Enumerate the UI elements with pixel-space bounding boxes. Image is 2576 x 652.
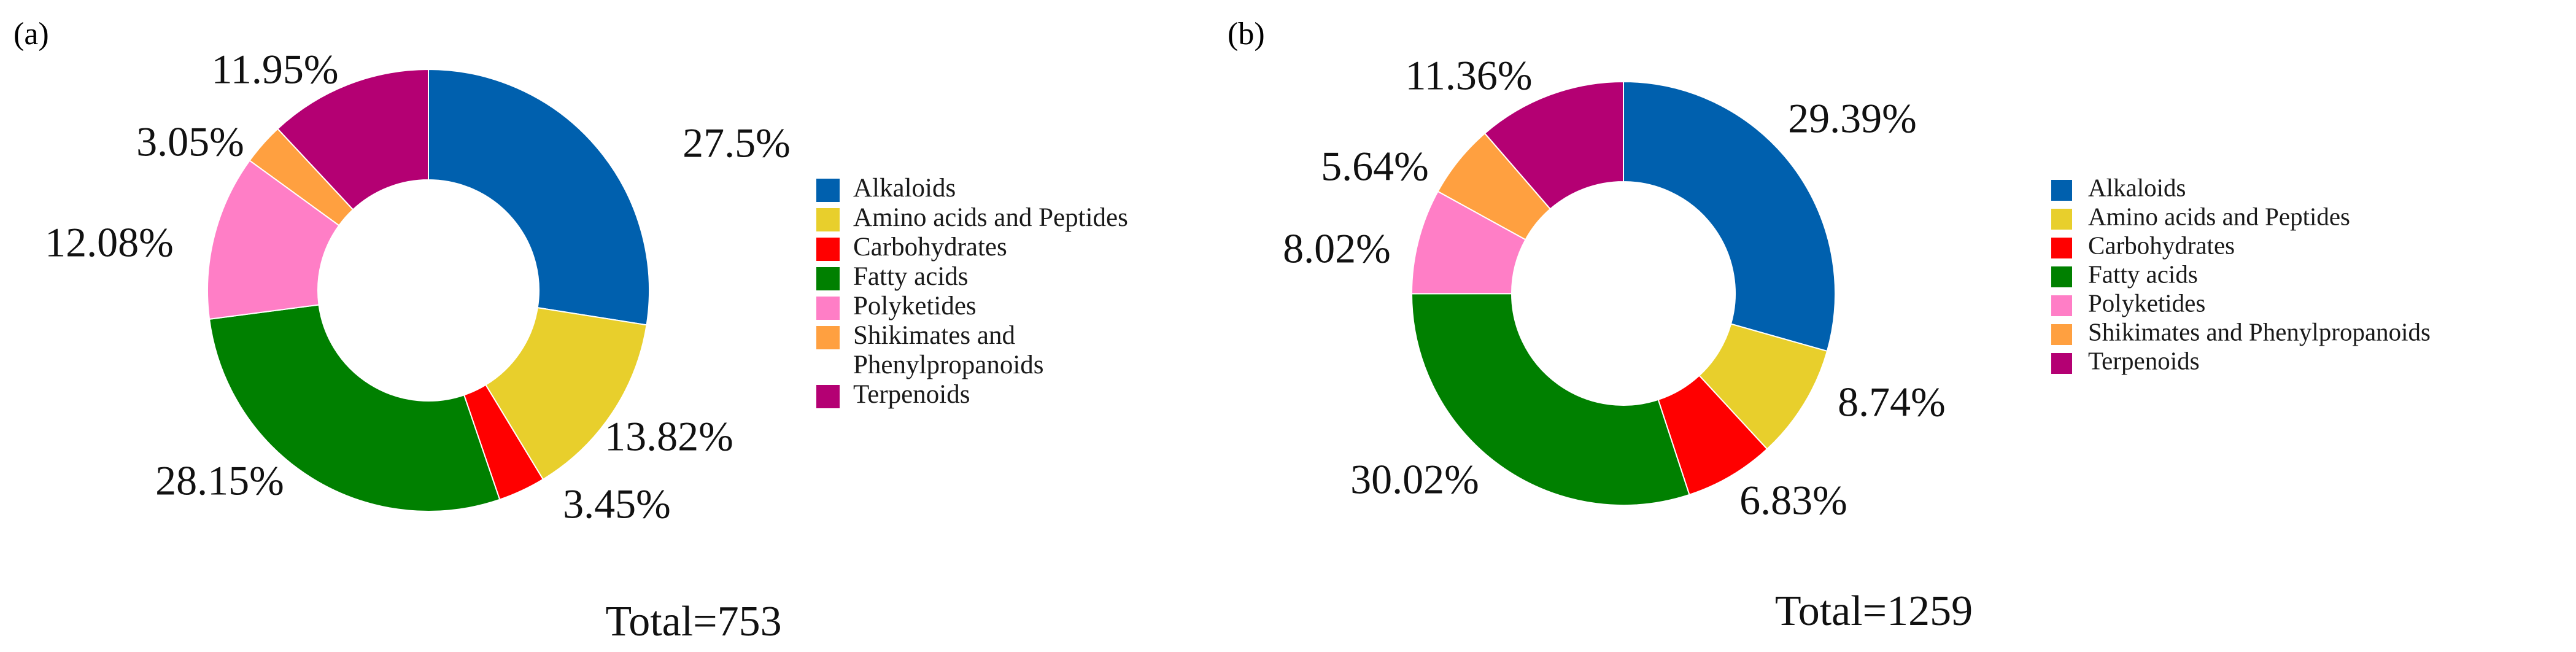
slice-amino-acids-and-peptides-a	[485, 307, 648, 481]
legend-label-polyketides-b: Polyketides	[2088, 289, 2205, 317]
chart-a: (a) 27.5% 13.82% 3.45% 28.15% 12.08% 3.05% 11.…	[14, 17, 1128, 645]
legend-label-fatty-acids-a: Fatty acids	[853, 262, 969, 291]
legend-swatch-carbohydrates-a	[816, 238, 840, 261]
slice-label-shikimates-and-phenylpropanoids-a: 3.05%	[136, 118, 244, 165]
slice-polyketides-a	[207, 159, 340, 320]
total-label-b: Total=1259	[1775, 588, 1973, 635]
legend-swatch-alkaloids-a	[816, 179, 840, 202]
legend-label-alkaloids-b: Alkaloids	[2088, 173, 2186, 201]
total-label-a: Total=753	[605, 598, 781, 645]
slice-label-amino-acids-and-peptides-b: 8.74%	[1838, 379, 1946, 425]
panel-label-b: (b)	[1228, 17, 1265, 52]
legend-label-polyketides-a: Polyketides	[853, 292, 977, 320]
slice-label-carbohydrates-a: 3.45%	[563, 481, 671, 527]
legend-label-alkaloids-a: Alkaloids	[853, 174, 956, 203]
legend-label-terpenoids-a: Terpenoids	[853, 380, 970, 409]
slice-terpenoids-a	[276, 68, 429, 211]
donut-a	[207, 68, 650, 512]
slice-label-alkaloids-b: 29.39%	[1788, 95, 1917, 142]
slice-label-terpenoids-b: 11.36%	[1405, 52, 1532, 99]
legend-label-carbohydrates-b: Carbohydrates	[2088, 231, 2235, 259]
slice-labels-a: 27.5% 13.82% 3.45% 28.15% 12.08% 3.05% 11.95%	[45, 46, 791, 527]
slice-fatty-acids-b	[1410, 293, 1690, 506]
slice-alkaloids-b	[1623, 80, 1836, 352]
slice-label-polyketides-a: 12.08%	[45, 219, 174, 266]
slice-label-fatty-acids-b: 30.02%	[1350, 456, 1479, 503]
slice-label-terpenoids-a: 11.95%	[211, 46, 338, 93]
legend-swatch-fatty-acids-a	[816, 267, 840, 290]
legend-label-fatty-acids-b: Fatty acids	[2088, 260, 2198, 288]
slice-label-fatty-acids-a: 28.15%	[155, 457, 284, 504]
legend-label-terpenoids-b: Terpenoids	[2088, 346, 2200, 375]
legend-swatch-shikimates-and-phenylpropanoids-b	[2051, 324, 2072, 345]
slice-label-carbohydrates-b: 6.83%	[1739, 477, 1847, 524]
legend-swatch-polyketides-a	[816, 297, 840, 320]
slice-label-amino-acids-and-peptides-a: 13.82%	[605, 413, 733, 460]
slice-label-polyketides-b: 8.02%	[1283, 225, 1391, 272]
slice-label-alkaloids-a: 27.5%	[683, 120, 791, 166]
legend-label-amino-acids-and-peptides-b: Amino acids and Peptides	[2088, 202, 2350, 230]
slice-terpenoids-b	[1483, 80, 1624, 210]
legend-swatch-polyketides-b	[2051, 295, 2072, 316]
slice-labels-b: 29.39% 8.74% 6.83% 30.02% 8.02% 5.64% 11.36%	[1283, 52, 1946, 524]
legend-swatch-shikimates-and-phenylpropanoids-a	[816, 326, 840, 349]
legend-swatch-alkaloids-b	[2051, 180, 2072, 201]
legend-label-amino-acids-and-peptides-a: Amino acids and Peptides	[853, 203, 1128, 232]
donut-b	[1410, 80, 1836, 506]
legend-label-carbohydrates-a: Carbohydrates	[853, 233, 1007, 262]
legend-swatch-fatty-acids-b	[2051, 266, 2072, 287]
panel-label-a: (a)	[14, 17, 49, 52]
legend-swatch-amino-acids-and-peptides-a	[816, 208, 840, 231]
slice-alkaloids-a	[428, 68, 650, 326]
chart-b: (b) 29.39% 8.74% 6.83% 30.02% 8.02% 5.64% 11.3…	[1228, 17, 2431, 635]
slice-fatty-acids-a	[208, 304, 501, 512]
legend-swatch-terpenoids-a	[816, 385, 840, 408]
legend-swatch-terpenoids-b	[2051, 353, 2072, 374]
legend-label-shikimates-and-phenylpropanoids-a: Shikimates and Phenylpropanoids	[853, 321, 1044, 379]
legend-swatch-carbohydrates-b	[2051, 238, 2072, 258]
legend-label-shikimates-and-phenylpropanoids-b: Shikimates and Phenylpropanoids	[2088, 317, 2431, 346]
legend-swatch-amino-acids-and-peptides-b	[2051, 209, 2072, 230]
slice-label-shikimates-and-phenylpropanoids-b: 5.64%	[1321, 143, 1429, 190]
